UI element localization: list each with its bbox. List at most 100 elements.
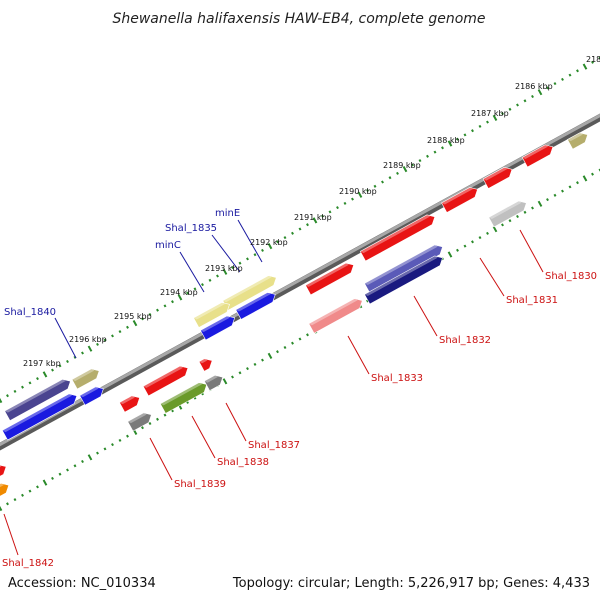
gene-arrow <box>488 200 527 228</box>
tick-mark <box>267 352 273 360</box>
tick-mark <box>66 359 69 364</box>
tick-mark <box>126 434 129 438</box>
gene-feature <box>4 378 71 422</box>
gene-label: Shal_1833 <box>371 373 423 384</box>
tick-mark <box>357 191 363 198</box>
tick-mark <box>492 226 498 233</box>
tick-mark <box>366 188 369 193</box>
gene-arrow <box>193 302 230 328</box>
tick-mark <box>598 168 600 172</box>
tick-mark <box>546 198 549 202</box>
tick-mark <box>471 240 474 244</box>
gene-label: Shal_1837 <box>248 440 300 451</box>
gene-highlight <box>235 292 271 312</box>
gene-label: Shal_1842 <box>2 558 54 569</box>
tick-mark <box>523 99 527 103</box>
tick-mark <box>21 385 24 389</box>
tick-mark <box>456 137 459 141</box>
gene-arrow <box>0 482 10 500</box>
tick-mark <box>177 294 183 301</box>
tick-mark <box>492 114 498 122</box>
tick-mark <box>201 283 204 287</box>
gene-arrow <box>364 244 443 294</box>
tick-mark <box>298 337 302 341</box>
gene-highlight <box>360 214 431 254</box>
gene-feature <box>79 386 104 406</box>
tick-mark <box>261 248 264 252</box>
tick-mark <box>576 181 579 185</box>
tick-mark <box>298 227 302 231</box>
tick-mark <box>267 242 273 250</box>
tick-label: 2185 kbp <box>586 55 600 64</box>
tick-label: 2189 kbp <box>383 161 421 170</box>
tick-mark <box>0 504 3 512</box>
tick-mark <box>96 451 99 455</box>
gene-feature <box>200 315 236 341</box>
tick-mark <box>568 185 572 189</box>
gene-label: minC <box>155 240 181 251</box>
tick-mark <box>321 214 324 218</box>
tick-mark <box>36 485 39 489</box>
tick-mark <box>366 299 369 303</box>
feature-track <box>0 132 589 500</box>
tick-label: 2193 kbp <box>205 264 243 273</box>
tick-mark <box>531 94 534 99</box>
tick-mark <box>486 231 489 235</box>
gene-highlight <box>305 263 349 287</box>
tick-mark <box>28 381 32 385</box>
tick-mark <box>516 103 519 107</box>
tick-mark <box>253 253 257 257</box>
gene-arrow <box>119 395 141 413</box>
gene-label: Shal_1838 <box>217 457 269 468</box>
gene-highlight <box>160 382 203 406</box>
gene-highlight <box>441 187 473 205</box>
gene-arrow <box>235 292 276 320</box>
tick-label: 2195 kbp <box>114 312 152 321</box>
tick-mark <box>216 274 219 278</box>
tick-mark <box>426 154 429 158</box>
tick-mark <box>193 287 197 291</box>
tick-mark <box>253 362 257 366</box>
gene-feature <box>364 255 443 305</box>
tick-mark <box>81 351 84 355</box>
tick-mark <box>96 342 99 346</box>
tick-mark <box>163 304 167 308</box>
gene-highlight <box>4 379 66 413</box>
tick-mark <box>411 163 414 167</box>
tick-mark <box>51 476 54 480</box>
callout-line <box>3 513 19 556</box>
tick-mark <box>343 201 347 205</box>
gene-highlight <box>200 315 230 333</box>
gene-arrow <box>203 374 224 392</box>
tick-mark <box>42 479 48 486</box>
gene-feature <box>359 214 436 262</box>
tick-mark <box>471 129 474 133</box>
tick-mark <box>433 150 437 154</box>
tick-mark <box>156 417 159 421</box>
gene-arrow <box>142 365 189 397</box>
gene-label: minE <box>215 208 240 219</box>
gene-arrow <box>159 382 208 414</box>
tick-mark <box>246 257 249 261</box>
tick-mark <box>537 200 543 207</box>
tick-mark <box>58 472 62 476</box>
tick-mark <box>238 261 242 265</box>
tick-label: 2191 kbp <box>294 213 332 222</box>
tick-mark <box>388 176 392 180</box>
tick-mark <box>231 375 234 379</box>
topology-info: Topology: circular; Length: 5,226,917 bp… <box>232 576 590 591</box>
tick-mark <box>456 248 459 252</box>
tick-mark <box>73 464 77 468</box>
gene-highlight <box>488 200 522 219</box>
tick-mark <box>576 69 579 73</box>
gene-feature <box>0 482 10 500</box>
gene-highlight <box>204 375 219 383</box>
gene-feature <box>567 132 589 150</box>
tick-label: 2196 kbp <box>69 335 107 344</box>
tick-mark <box>111 334 114 338</box>
gene-highlight <box>198 358 208 364</box>
tick-label: 2192 kbp <box>250 238 288 247</box>
gene-arrow <box>4 378 71 422</box>
gene-highlight <box>364 255 438 297</box>
tick-mark <box>283 345 287 350</box>
